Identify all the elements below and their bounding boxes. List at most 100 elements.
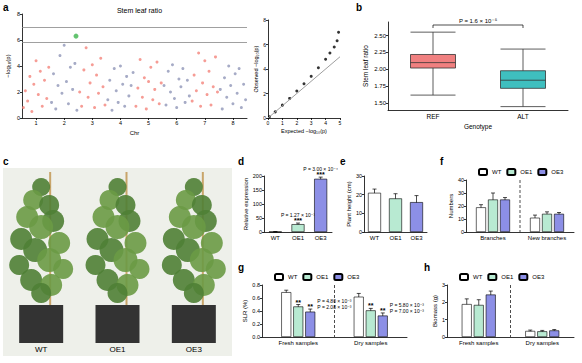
svg-text:OE3: OE3 bbox=[551, 169, 564, 175]
svg-text:Expected −log₁₀(p): Expected −log₁₀(p) bbox=[281, 128, 327, 134]
svg-text:20: 20 bbox=[356, 192, 362, 198]
svg-text:0: 0 bbox=[461, 229, 464, 235]
svg-text:Biomass (g): Biomass (g) bbox=[432, 295, 438, 327]
svg-text:2: 2 bbox=[295, 120, 298, 126]
svg-text:4: 4 bbox=[119, 120, 122, 126]
svg-text:d: d bbox=[238, 156, 244, 167]
svg-text:1: 1 bbox=[281, 120, 284, 126]
svg-text:8: 8 bbox=[231, 120, 234, 126]
svg-text:ALT: ALT bbox=[517, 113, 528, 120]
svg-text:WT: WT bbox=[492, 169, 502, 175]
svg-text:0: 0 bbox=[359, 229, 362, 235]
svg-text:0.4: 0.4 bbox=[252, 308, 260, 314]
svg-text:20: 20 bbox=[458, 203, 464, 209]
svg-text:0: 0 bbox=[17, 115, 20, 121]
svg-text:4: 4 bbox=[17, 63, 20, 69]
svg-text:100: 100 bbox=[253, 201, 262, 207]
svg-text:30: 30 bbox=[458, 190, 464, 196]
svg-text:2.00: 2.00 bbox=[374, 66, 386, 72]
svg-text:Stem leaf ratio: Stem leaf ratio bbox=[362, 45, 369, 87]
svg-text:P = 3.00 × 10⁻⁴: P = 3.00 × 10⁻⁴ bbox=[303, 166, 338, 172]
svg-text:40: 40 bbox=[458, 177, 464, 183]
svg-text:OE1: OE1 bbox=[520, 169, 533, 175]
svg-text:f: f bbox=[440, 156, 444, 167]
svg-text:0.2: 0.2 bbox=[252, 321, 260, 327]
svg-text:P = 7.00 × 10⁻³: P = 7.00 × 10⁻³ bbox=[390, 308, 425, 314]
svg-text:2.25: 2.25 bbox=[374, 49, 386, 55]
svg-text:3: 3 bbox=[310, 120, 313, 126]
svg-text:Stem leaf ratio: Stem leaf ratio bbox=[117, 7, 162, 14]
svg-text:30: 30 bbox=[356, 173, 362, 179]
svg-text:g: g bbox=[238, 262, 244, 273]
svg-text:**: ** bbox=[380, 307, 386, 314]
svg-text:0: 0 bbox=[259, 229, 262, 235]
svg-text:OE1: OE1 bbox=[292, 235, 305, 241]
svg-text:0: 0 bbox=[267, 120, 270, 126]
svg-text:e: e bbox=[340, 156, 346, 167]
svg-text:b: b bbox=[356, 2, 362, 13]
svg-text:WT: WT bbox=[370, 235, 380, 241]
svg-text:0.6: 0.6 bbox=[252, 295, 260, 301]
svg-text:P = 1.6 × 10⁻⁵: P = 1.6 × 10⁻⁵ bbox=[459, 18, 498, 24]
svg-text:Chr: Chr bbox=[130, 130, 140, 136]
svg-text:10: 10 bbox=[356, 210, 362, 216]
svg-text:50: 50 bbox=[256, 215, 262, 221]
svg-text:**: ** bbox=[368, 302, 374, 309]
svg-text:6: 6 bbox=[263, 42, 266, 48]
svg-text:***: *** bbox=[317, 171, 325, 178]
svg-text:0: 0 bbox=[442, 334, 445, 340]
svg-text:c: c bbox=[3, 156, 9, 167]
svg-text:0.0: 0.0 bbox=[252, 334, 260, 340]
svg-text:2: 2 bbox=[263, 91, 266, 97]
svg-text:**: ** bbox=[308, 303, 314, 310]
svg-text:Fresh samples: Fresh samples bbox=[279, 340, 318, 346]
svg-text:P = 2.08 × 10⁻³: P = 2.08 × 10⁻³ bbox=[317, 304, 352, 310]
svg-text:1: 1 bbox=[35, 120, 38, 126]
svg-text:SLR (%): SLR (%) bbox=[242, 300, 248, 323]
svg-text:OE1: OE1 bbox=[389, 235, 402, 241]
svg-text:8: 8 bbox=[263, 17, 266, 23]
svg-text:3: 3 bbox=[442, 282, 445, 288]
svg-text:OE1: OE1 bbox=[316, 274, 329, 280]
svg-text:1.75: 1.75 bbox=[374, 83, 386, 89]
svg-text:6: 6 bbox=[17, 37, 20, 43]
svg-text:7: 7 bbox=[203, 120, 206, 126]
svg-text:OE1: OE1 bbox=[109, 345, 126, 354]
svg-text:OE3: OE3 bbox=[347, 274, 360, 280]
svg-text:WT: WT bbox=[35, 345, 48, 354]
svg-text:***: *** bbox=[294, 217, 302, 224]
svg-text:5: 5 bbox=[339, 120, 342, 126]
svg-text:4: 4 bbox=[324, 120, 327, 126]
svg-text:**: ** bbox=[296, 299, 302, 306]
svg-text:REF: REF bbox=[427, 113, 440, 120]
svg-text:150: 150 bbox=[253, 187, 262, 193]
svg-text:WT: WT bbox=[473, 274, 483, 280]
svg-text:Plant height (cm): Plant height (cm) bbox=[346, 181, 352, 226]
svg-text:2.50: 2.50 bbox=[374, 33, 386, 39]
svg-text:6: 6 bbox=[175, 120, 178, 126]
svg-text:2: 2 bbox=[17, 89, 20, 95]
svg-text:h: h bbox=[424, 262, 430, 273]
svg-text:3: 3 bbox=[91, 120, 94, 126]
svg-text:Fresh samples: Fresh samples bbox=[459, 340, 498, 346]
svg-text:1: 1 bbox=[442, 317, 445, 323]
svg-text:Dry samples: Dry samples bbox=[526, 340, 559, 346]
svg-text:Dry samples: Dry samples bbox=[354, 340, 387, 346]
svg-text:OE3: OE3 bbox=[315, 235, 328, 241]
svg-text:Numbers: Numbers bbox=[448, 194, 454, 218]
svg-text:a: a bbox=[3, 2, 9, 13]
svg-text:WT: WT bbox=[288, 274, 298, 280]
svg-text:2: 2 bbox=[442, 299, 445, 305]
svg-text:Relative expression: Relative expression bbox=[243, 178, 249, 230]
svg-text:4: 4 bbox=[263, 66, 266, 72]
svg-text:OE3: OE3 bbox=[186, 345, 203, 354]
svg-text:WT: WT bbox=[271, 235, 281, 241]
svg-text:Genotype: Genotype bbox=[464, 123, 493, 131]
svg-text:2: 2 bbox=[63, 120, 66, 126]
svg-text:10: 10 bbox=[458, 216, 464, 222]
svg-text:Branches: Branches bbox=[480, 235, 505, 241]
svg-text:Observed −log₁₀(p): Observed −log₁₀(p) bbox=[253, 45, 259, 92]
svg-text:P = 1.27 × 10⁻³: P = 1.27 × 10⁻³ bbox=[281, 212, 316, 218]
svg-text:−log₁₀(p): −log₁₀(p) bbox=[5, 54, 11, 77]
svg-text:OE3: OE3 bbox=[410, 235, 423, 241]
